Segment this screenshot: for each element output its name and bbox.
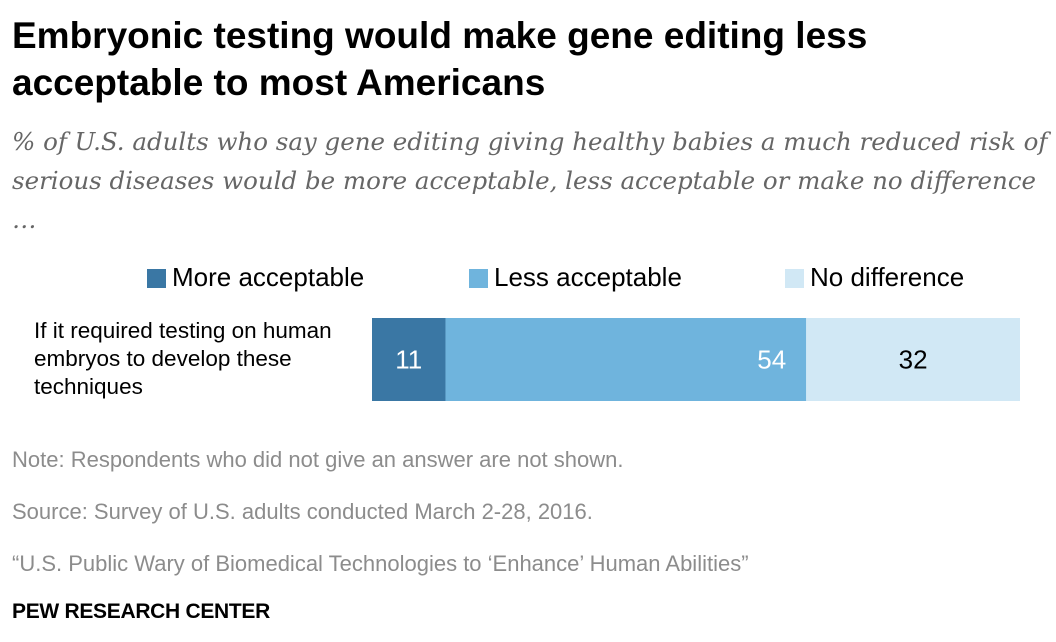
legend-swatch-more-acceptable: [147, 269, 166, 288]
legend-label-no-difference: No difference: [810, 262, 965, 292]
legend-item-less-acceptable: Less acceptable: [469, 262, 682, 292]
data-label-more-acceptable: 11: [395, 345, 422, 375]
legend-item-more-acceptable: More acceptable: [147, 262, 364, 292]
legend-label-more-acceptable: More acceptable: [172, 262, 365, 292]
source-text: Source: Survey of U.S. adults conducted …: [12, 499, 593, 524]
chart-subtitle: % of U.S. adults who say gene editing gi…: [12, 127, 1048, 234]
data-label-no-difference: 32: [899, 345, 928, 375]
legend: More acceptable Less acceptable No diffe…: [0, 262, 1056, 292]
bar-segment-less-acceptable: [445, 318, 807, 401]
data-label-less-acceptable: 54: [757, 345, 786, 375]
chart-title: Embryonic testing would make gene editin…: [12, 15, 868, 103]
legend-swatch-less-acceptable: [469, 269, 488, 288]
brand-logo-text: PEW RESEARCH CENTER: [12, 600, 270, 623]
legend-label-less-acceptable: Less acceptable: [494, 262, 682, 292]
legend-item-no-difference: No difference: [785, 262, 964, 292]
bar-segment-more-acceptable: [372, 318, 446, 401]
legend-swatch-no-difference: [785, 269, 804, 288]
note-text: Note: Respondents who did not give an an…: [12, 447, 624, 472]
report-title: “U.S. Public Wary of Biomedical Technolo…: [12, 551, 749, 576]
bar-segment-no-difference: [806, 318, 1020, 401]
category-label: If it required testing on human embryos …: [34, 318, 332, 399]
